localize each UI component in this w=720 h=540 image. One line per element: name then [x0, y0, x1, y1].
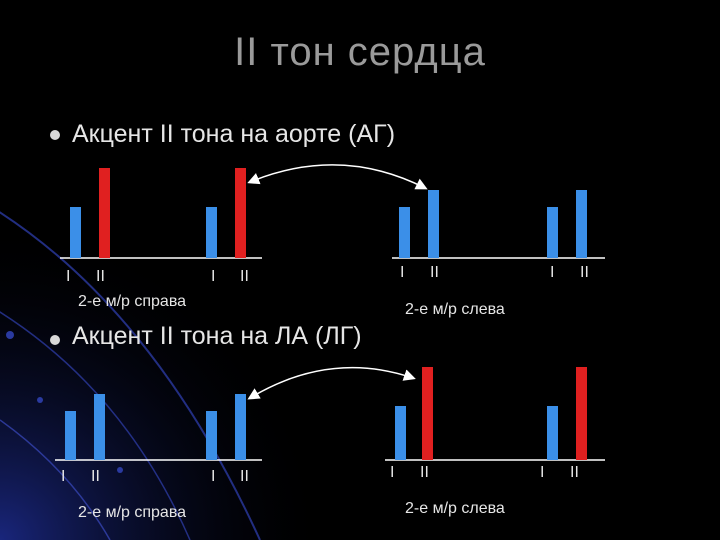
tone-label-second: II	[240, 468, 249, 485]
tone-label-first: I	[550, 264, 555, 281]
tone-label-second: II	[430, 264, 439, 281]
tone-label-first: I	[61, 468, 66, 485]
bar-second-tone-accent	[422, 367, 433, 460]
tone-label-second: II	[580, 264, 589, 281]
tone-label-first: I	[390, 464, 395, 481]
section2-heading: Акцент II тона на ЛА (ЛГ)	[72, 322, 362, 350]
section1-heading: Акцент II тона на аорте (АГ)	[72, 120, 396, 148]
page-title: II тон сердца	[234, 30, 486, 74]
bar-first-tone	[70, 207, 81, 258]
bar-first-tone	[206, 411, 217, 460]
bar-second-tone	[576, 190, 587, 258]
bar-first-tone	[206, 207, 217, 258]
bullet-icon	[50, 130, 60, 140]
tone-label-second: II	[240, 268, 249, 285]
bar-second-tone	[94, 394, 105, 460]
bar-first-tone	[65, 411, 76, 460]
tone-label-first: I	[400, 264, 405, 281]
bar-first-tone	[547, 406, 558, 460]
bar-first-tone	[395, 406, 406, 460]
tone-label-first: I	[66, 268, 71, 285]
bar-second-tone-accent	[235, 168, 246, 258]
tone-label-first: I	[540, 464, 545, 481]
tone-label-second: II	[420, 464, 429, 481]
auscultation-point-caption: 2-е м/р слева	[405, 301, 505, 318]
bar-second-tone	[235, 394, 246, 460]
comparison-arrow	[247, 164, 428, 190]
tone-label-first: I	[211, 468, 216, 485]
auscultation-point-caption: 2-е м/р слева	[405, 500, 505, 517]
comparison-arrow	[247, 366, 416, 400]
bullet-icon	[50, 335, 60, 345]
tone-label-second: II	[91, 468, 100, 485]
auscultation-point-caption: 2-е м/р справа	[78, 504, 187, 521]
tone-label-first: I	[211, 268, 216, 285]
auscultation-point-caption: 2-е м/р справа	[78, 293, 187, 310]
tone-label-second: II	[570, 464, 579, 481]
bar-first-tone	[547, 207, 558, 258]
tone-label-second: II	[96, 268, 105, 285]
bar-second-tone	[428, 190, 439, 258]
bar-second-tone-accent	[576, 367, 587, 460]
bar-second-tone-accent	[99, 168, 110, 258]
bar-first-tone	[399, 207, 410, 258]
